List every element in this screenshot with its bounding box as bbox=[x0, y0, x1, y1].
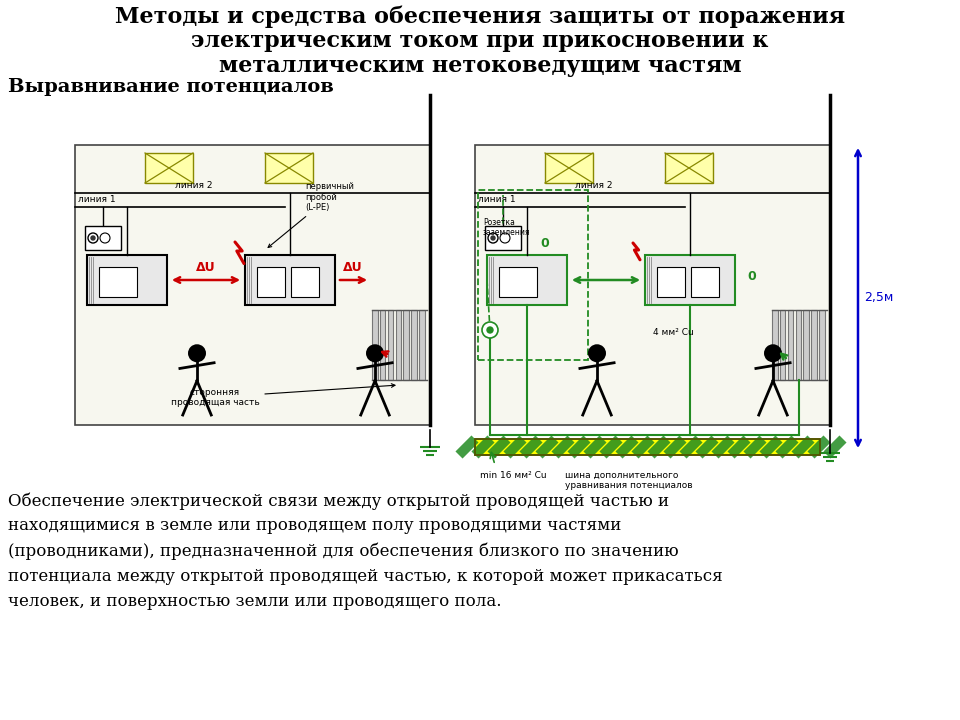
Bar bbox=[291, 267, 319, 297]
Text: электрическим током при прикосновении к: электрическим током при прикосновении к bbox=[191, 30, 769, 52]
Circle shape bbox=[491, 236, 495, 240]
Bar bbox=[657, 267, 685, 297]
Circle shape bbox=[88, 233, 98, 243]
Bar bbox=[380, 310, 385, 380]
Text: Методы и средства обеспечения защиты от поражения: Методы и средства обеспечения защиты от … bbox=[115, 5, 845, 27]
Bar bbox=[75, 145, 430, 425]
Text: первичный
пробой
(L-PE): первичный пробой (L-PE) bbox=[268, 182, 354, 248]
Circle shape bbox=[91, 236, 95, 240]
Circle shape bbox=[765, 346, 780, 361]
Text: линия 2: линия 2 bbox=[575, 181, 612, 190]
Circle shape bbox=[500, 233, 510, 243]
Bar bbox=[245, 255, 335, 305]
Circle shape bbox=[368, 346, 383, 361]
Text: шина дополнительного
уравнивания потенциалов: шина дополнительного уравнивания потенци… bbox=[565, 471, 692, 490]
Bar bbox=[811, 310, 817, 380]
Bar bbox=[804, 310, 809, 380]
Bar bbox=[372, 310, 377, 380]
Text: 0: 0 bbox=[540, 237, 549, 250]
Bar bbox=[487, 255, 567, 305]
Text: сторонняя
проводящая часть: сторонняя проводящая часть bbox=[171, 384, 395, 407]
Bar bbox=[691, 267, 719, 297]
Bar bbox=[772, 310, 778, 380]
Bar bbox=[788, 310, 793, 380]
Bar bbox=[145, 153, 193, 183]
Text: min 16 мм² Cu: min 16 мм² Cu bbox=[480, 471, 546, 480]
Circle shape bbox=[589, 346, 605, 361]
Bar bbox=[665, 153, 713, 183]
Bar bbox=[475, 439, 820, 455]
Circle shape bbox=[189, 346, 204, 361]
Bar bbox=[265, 153, 313, 183]
Circle shape bbox=[482, 322, 498, 338]
Circle shape bbox=[487, 327, 493, 333]
Bar bbox=[545, 153, 593, 183]
Bar bbox=[85, 226, 121, 250]
Bar bbox=[478, 190, 588, 360]
Bar bbox=[388, 310, 394, 380]
Bar bbox=[645, 255, 735, 305]
Bar bbox=[411, 310, 417, 380]
Bar bbox=[403, 310, 409, 380]
Bar bbox=[87, 255, 167, 305]
Text: Обеспечение электрической связи между открытой проводящей частью и
находящимися : Обеспечение электрической связи между от… bbox=[8, 492, 723, 610]
Bar bbox=[485, 226, 521, 250]
Bar bbox=[396, 310, 401, 380]
Bar bbox=[420, 310, 424, 380]
Circle shape bbox=[100, 233, 110, 243]
Bar bbox=[780, 310, 785, 380]
Text: 2,5м: 2,5м bbox=[864, 292, 894, 305]
Text: Розетка
заземления: Розетка заземления bbox=[483, 218, 531, 238]
Text: ΔU: ΔU bbox=[343, 261, 363, 274]
Bar bbox=[819, 310, 825, 380]
Text: металлическим нетоковедущим частям: металлическим нетоковедущим частям bbox=[219, 55, 741, 77]
Bar bbox=[796, 310, 801, 380]
Bar bbox=[99, 267, 137, 297]
Text: линия 1: линия 1 bbox=[478, 195, 516, 204]
Bar bbox=[257, 267, 285, 297]
Text: ΔU: ΔU bbox=[196, 261, 216, 274]
Text: 4 мм² Cu: 4 мм² Cu bbox=[653, 328, 694, 337]
Circle shape bbox=[488, 233, 498, 243]
Text: линия 2: линия 2 bbox=[175, 181, 212, 190]
Bar bbox=[475, 145, 830, 425]
Text: Выравнивание потенциалов: Выравнивание потенциалов bbox=[8, 78, 334, 96]
Bar bbox=[499, 267, 537, 297]
Text: линия 1: линия 1 bbox=[78, 195, 115, 204]
Text: 0: 0 bbox=[747, 270, 756, 283]
Bar bbox=[475, 439, 820, 455]
